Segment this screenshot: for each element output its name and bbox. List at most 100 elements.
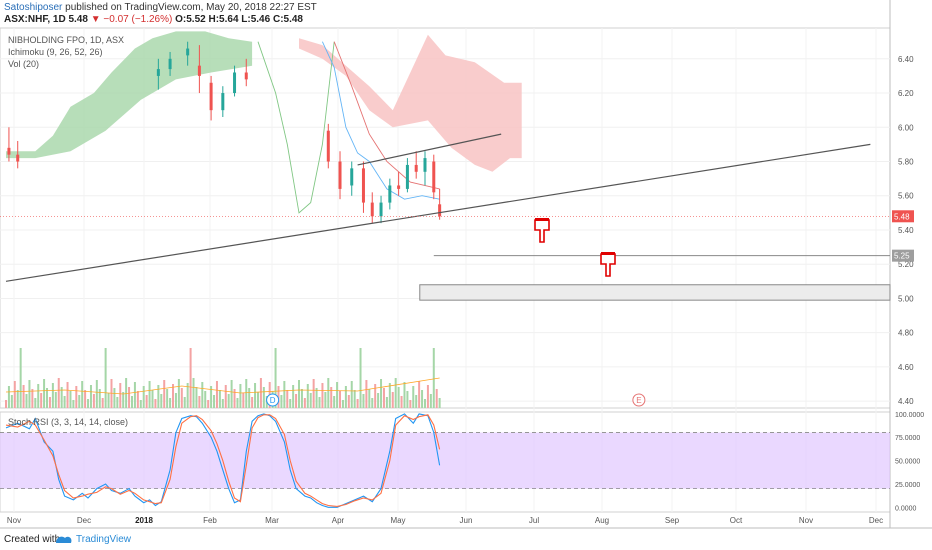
support-zone: [419, 284, 891, 301]
stoch-tick-label: 0.0000: [895, 505, 917, 512]
tradingview-brand[interactable]: TradingView: [76, 534, 132, 545]
bull-cloud: [6, 31, 253, 159]
candle-body: [350, 168, 354, 186]
volume-bar: [133, 382, 136, 408]
volume-bar: [136, 391, 139, 408]
volume-bar: [139, 400, 142, 408]
last-price: 5.48: [68, 14, 88, 25]
price-label-bg: [892, 249, 914, 262]
volume-bar: [353, 390, 356, 408]
stoch-tick-label: 25.0000: [895, 482, 920, 489]
volume-bar: [51, 383, 54, 408]
volume-bar: [130, 396, 133, 408]
volume-bar: [350, 381, 353, 408]
volume-bar: [233, 389, 236, 408]
volume-bar: [303, 398, 306, 408]
volume-bar: [300, 389, 303, 408]
volume-bar: [163, 380, 166, 408]
volume-bar: [324, 392, 327, 408]
author-link[interactable]: Satoshiposer: [4, 2, 63, 13]
time-tick-label: Jun: [460, 516, 473, 525]
stoch-rsi-pane: [0, 413, 890, 508]
volume-bar: [128, 387, 131, 408]
volume-bar: [78, 395, 81, 408]
volume-bar: [280, 395, 283, 408]
volume-bar: [224, 385, 227, 408]
volume-bar: [186, 383, 189, 408]
legend-ichimoku[interactable]: Ichimoku (9, 26, 52, 26): [8, 47, 103, 57]
volume-bar: [166, 389, 169, 408]
volume-bar: [406, 391, 409, 408]
quote-line: ASX:NHF, 1D 5.48 ▼ −0.07 (−1.26%) O:5.52…: [4, 14, 303, 26]
volume-bar: [113, 388, 116, 408]
volume-bar: [101, 398, 104, 408]
volume-bar: [221, 399, 224, 408]
volume-bar: [210, 386, 213, 408]
volume-bar: [215, 381, 218, 408]
time-tick-label: 2018: [135, 516, 153, 525]
volume-bar: [22, 385, 25, 408]
legend-volume[interactable]: Vol (20): [8, 59, 40, 69]
volume-bar: [183, 397, 186, 408]
volume-bar: [142, 386, 145, 408]
volume-bar: [259, 378, 262, 408]
time-tick-label: Mar: [265, 516, 279, 525]
event-marker: [632, 393, 646, 407]
volume-bar: [415, 395, 418, 408]
volume-bar: [192, 378, 195, 408]
time-tick-label: May: [390, 516, 405, 525]
ichimoku-cloud: [6, 31, 522, 172]
volume-bar: [362, 394, 365, 408]
volume-bar: [16, 390, 19, 408]
volume-bar: [125, 378, 128, 408]
volume-bar: [57, 378, 60, 408]
volume-bar: [418, 381, 421, 408]
legend-title[interactable]: NIBHOLDING FPO, 1D, ASX: [8, 35, 125, 45]
volume-bar: [309, 393, 312, 408]
volume-bar: [347, 395, 350, 408]
price-tick-label: 5.60: [898, 192, 914, 201]
volume-bar: [63, 396, 66, 408]
volume-bar: [54, 392, 57, 408]
price-tick-label: 6.20: [898, 89, 914, 98]
volume-bar: [344, 386, 347, 408]
volume-bar: [432, 348, 435, 408]
volume-bar: [283, 381, 286, 408]
price-tick-label: 4.40: [898, 397, 914, 406]
volume-bar: [327, 378, 330, 408]
volume-bar: [180, 388, 183, 408]
volume-bar: [371, 398, 374, 408]
volume-bar: [40, 393, 43, 408]
trendline: [357, 133, 502, 166]
legend-stoch-rsi[interactable]: Stoch RSI (3, 3, 14, 14, close): [8, 417, 129, 427]
trendline: [5, 143, 871, 282]
volume-bar: [151, 390, 154, 408]
volume-bar: [315, 388, 318, 408]
volume-bar: [157, 385, 160, 408]
open: O:5.52: [175, 14, 206, 25]
time-tick-label: Dec: [869, 516, 883, 525]
volume-ma: [5, 377, 440, 395]
volume-bar: [60, 387, 63, 408]
volume-bar: [10, 395, 13, 408]
volume-bar: [368, 389, 371, 408]
volume-bar: [48, 397, 51, 408]
volume-bar: [356, 399, 359, 408]
hand-shape: [600, 253, 616, 277]
volume-bar: [95, 380, 98, 408]
volume-bar: [72, 400, 75, 408]
volume-bar: [89, 385, 92, 408]
created-with-label: Created with: [4, 534, 61, 545]
stoch-tick-label: 50.0000: [895, 459, 920, 466]
published-text: published on TradingView.com, May 20, 20…: [62, 2, 317, 13]
price-label-bg: [892, 210, 914, 223]
volume-bar: [397, 387, 400, 408]
price-tick-label: 5.20: [898, 260, 914, 269]
volume-bars: [5, 348, 441, 408]
candle-body: [432, 161, 436, 193]
candle-body: [397, 185, 401, 189]
volume-bar: [148, 381, 151, 408]
time-tick-label: Jul: [529, 516, 539, 525]
